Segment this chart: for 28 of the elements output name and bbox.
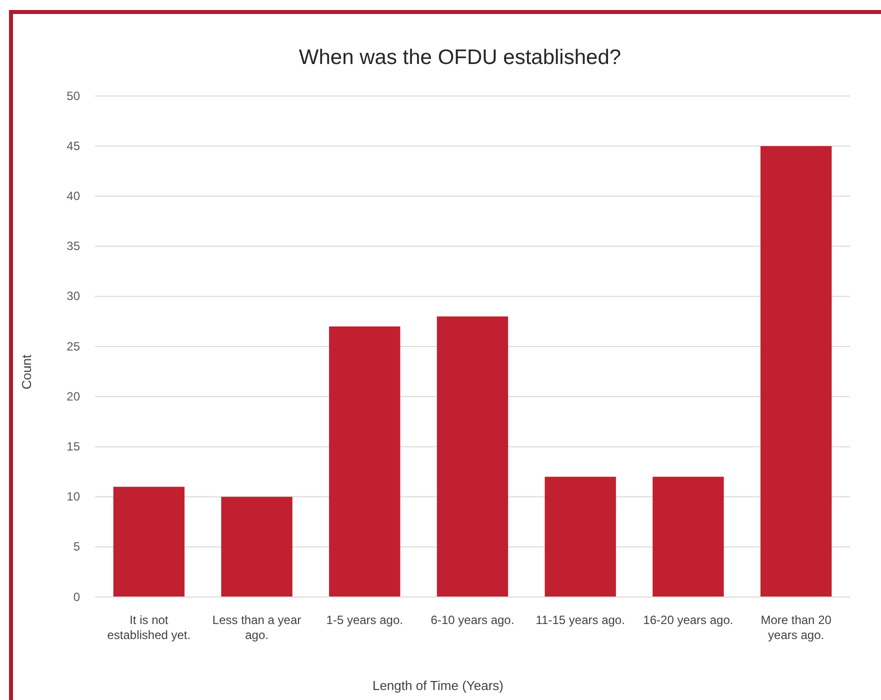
y-tick-label: 30 xyxy=(66,289,80,304)
y-axis-title: Count xyxy=(19,354,34,390)
y-tick-label: 15 xyxy=(66,440,80,454)
bar xyxy=(329,326,400,597)
bar xyxy=(436,316,508,597)
y-tick-label: 20 xyxy=(66,389,80,404)
y-tick-label: 45 xyxy=(66,138,80,153)
x-tick-label: 11-15 years ago. xyxy=(536,613,625,627)
bar xyxy=(113,486,185,597)
y-tick-label: 5 xyxy=(73,540,80,554)
y-tick-label: 10 xyxy=(66,490,80,504)
x-tick-label: 16-20 years ago. xyxy=(643,613,734,627)
y-tick-label: 25 xyxy=(66,339,80,354)
x-axis-title: Length of Time (Years) xyxy=(372,678,504,693)
x-tick-label: Less than a year ago. xyxy=(212,613,302,642)
y-tick-label: 40 xyxy=(66,189,80,204)
chart-title: When was the OFDU established? xyxy=(298,46,622,69)
y-tick-label: 35 xyxy=(66,239,80,254)
bar xyxy=(760,146,832,597)
bar xyxy=(221,496,292,597)
x-tick-label: It is not established yet. xyxy=(107,613,191,642)
y-tick-label: 50 xyxy=(66,88,80,103)
y-tick-label: 0 xyxy=(73,590,80,604)
x-tick-label: More than 20 years ago. xyxy=(760,613,832,642)
x-tick-label: 1-5 years ago. xyxy=(326,613,403,627)
x-tick-label: 6-10 years ago. xyxy=(430,613,514,627)
bar xyxy=(544,476,616,597)
bar xyxy=(652,476,724,597)
